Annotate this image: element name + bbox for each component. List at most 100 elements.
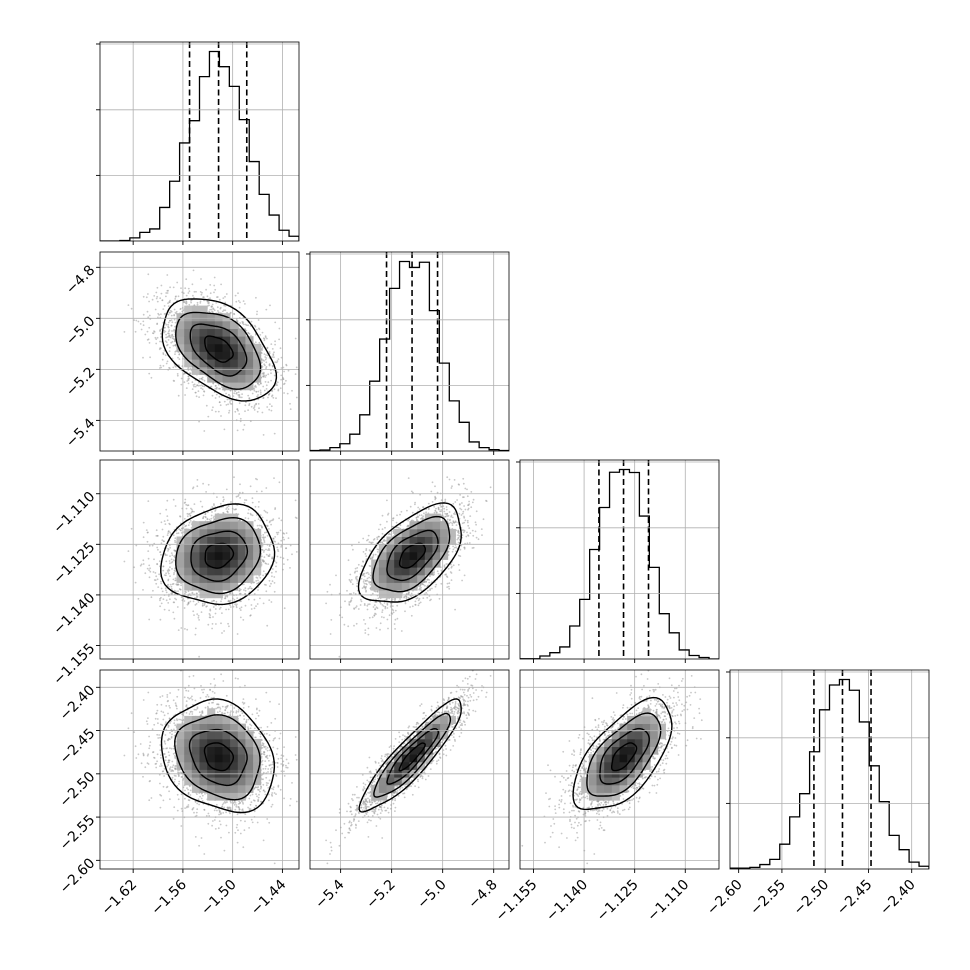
scatter-point — [222, 500, 225, 503]
scatter-point — [223, 400, 226, 403]
scatter-point — [156, 295, 159, 298]
scatter-point — [255, 402, 258, 405]
scatter-point — [212, 311, 214, 314]
scatter-point — [160, 587, 163, 590]
scatter-point — [160, 366, 163, 369]
scatter-point — [235, 495, 238, 498]
scatter-point — [202, 296, 205, 299]
density-cell — [184, 359, 193, 368]
scatter-point — [181, 507, 184, 510]
density-cell — [184, 320, 193, 329]
scatter-point — [279, 556, 282, 559]
scatter-point — [258, 574, 261, 577]
scatter-point — [250, 334, 252, 337]
scatter-point — [156, 546, 159, 549]
scatter-point — [218, 387, 220, 390]
scatter-point — [173, 314, 176, 316]
scatter-point — [236, 597, 239, 599]
scatter-point — [289, 402, 291, 405]
scatter-point — [241, 491, 244, 494]
scatter-point — [163, 326, 166, 329]
scatter-point — [162, 569, 165, 572]
scatter-point — [152, 589, 154, 592]
scatter-point — [213, 599, 215, 602]
scatter-point — [271, 557, 274, 560]
scatter-point — [180, 627, 183, 629]
scatter-point — [157, 316, 159, 319]
scatter-point — [165, 333, 168, 336]
scatter-point — [174, 311, 177, 314]
scatter-point — [174, 597, 176, 600]
scatter-point — [239, 420, 242, 423]
scatter-point — [256, 395, 258, 398]
scatter-point — [145, 296, 148, 299]
scatter-point — [227, 394, 230, 396]
scatter-point — [275, 382, 278, 385]
scatter-point — [183, 600, 186, 602]
density-cell — [230, 359, 239, 368]
scatter-point — [205, 288, 208, 291]
scatter-point — [280, 374, 283, 377]
scatter-point — [260, 555, 263, 558]
density-cell — [237, 351, 246, 360]
scatter-point — [234, 294, 237, 297]
scatter-point — [242, 583, 245, 586]
scatter-point — [226, 398, 229, 401]
scatter-point — [160, 596, 162, 599]
scatter-point — [265, 374, 268, 377]
scatter-point — [289, 408, 292, 410]
scatter-point — [227, 403, 230, 406]
scatter-point — [165, 336, 167, 339]
scatter-point — [253, 581, 256, 584]
scatter-point — [182, 598, 185, 600]
scatter-point — [185, 591, 188, 594]
scatter-point — [271, 575, 273, 578]
scatter-point — [203, 598, 205, 601]
scatter-point — [176, 281, 179, 284]
scatter-point — [193, 385, 195, 388]
scatter-point — [273, 388, 276, 391]
panel-body — [310, 252, 509, 451]
scatter-point — [234, 410, 237, 413]
scatter-point — [182, 351, 184, 354]
scatter-point — [170, 587, 173, 590]
scatter-point — [212, 307, 215, 310]
scatter-point — [264, 358, 267, 361]
scatter-point — [235, 300, 238, 303]
scatter-point — [219, 606, 222, 609]
scatter-point — [269, 520, 271, 523]
scatter-point — [271, 394, 274, 397]
scatter-point — [185, 278, 188, 281]
scatter-point — [191, 381, 194, 384]
scatter-point — [212, 606, 215, 608]
scatter-point — [261, 372, 264, 375]
scatter-point — [144, 572, 147, 575]
scatter-point — [225, 488, 228, 491]
density-cell — [230, 374, 239, 383]
scatter-point — [267, 563, 270, 565]
scatter-point — [189, 372, 192, 375]
scatter-point — [156, 300, 159, 303]
scatter-point — [182, 527, 185, 529]
scatter-point — [261, 411, 264, 414]
density-cell — [253, 359, 262, 368]
scatter-point — [209, 297, 211, 300]
scatter-point — [294, 337, 297, 340]
density-cell — [237, 328, 246, 337]
density-cell — [245, 336, 254, 345]
scatter-point — [155, 297, 158, 300]
scatter-point — [257, 394, 259, 396]
scatter-point — [208, 304, 211, 307]
scatter-point — [159, 605, 162, 608]
density-cell — [245, 351, 254, 360]
scatter-point — [156, 336, 159, 339]
scatter-point — [238, 393, 241, 396]
scatter-point — [160, 602, 163, 605]
scatter-point — [146, 310, 149, 313]
density-cell — [222, 328, 231, 337]
scatter-point — [172, 366, 175, 369]
scatter-point — [273, 351, 275, 354]
density-cell — [222, 359, 231, 368]
scatter-point — [165, 295, 167, 298]
panel-frame — [99, 41, 300, 242]
